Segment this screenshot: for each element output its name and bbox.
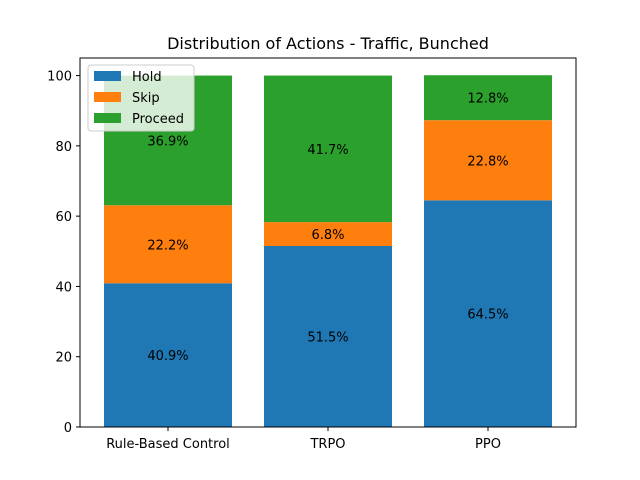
legend-swatch-proceed [94, 113, 121, 123]
bar-skip-2 [264, 222, 392, 247]
legend-label-skip: Skip [132, 91, 160, 106]
legend-label-hold: Hold [132, 70, 162, 85]
data-labels: 40.9% 22.2% 36.9% 51.5% 6.8% 41.7% 64.5% 22.8% 1… [147, 92, 508, 364]
y-tick-label: 60 [55, 210, 72, 225]
legend: Hold Skip Proceed [87, 64, 195, 132]
chart-title: Distribution of Actions - Traffic, Bunch… [167, 34, 489, 53]
bar-hold-1 [104, 283, 232, 427]
data-label-skip-2: 6.8% [311, 228, 344, 243]
bar-hold-2 [264, 246, 392, 427]
data-label-skip-1: 22.2% [147, 238, 188, 253]
data-label-proceed-3: 12.8% [467, 92, 508, 107]
bars [104, 75, 552, 427]
bar-hold-3 [424, 200, 552, 427]
y-tick-label: 0 [64, 421, 72, 436]
bar-proceed-2 [264, 75, 392, 223]
data-label-proceed-2: 41.7% [307, 143, 348, 158]
data-label-hold-1: 40.9% [147, 349, 188, 364]
x-tick-label: PPO [475, 437, 501, 452]
data-label-hold-3: 64.5% [467, 308, 508, 323]
y-tick-label: 100 [47, 70, 72, 85]
x-tick-label: Rule-Based Control [106, 437, 230, 452]
legend-label-proceed: Proceed [132, 112, 184, 127]
data-label-proceed-1: 36.9% [147, 134, 188, 149]
data-label-skip-3: 22.8% [467, 154, 508, 169]
bar-skip-1 [104, 205, 232, 284]
x-tick-label: TRPO [309, 437, 345, 452]
bar-skip-3 [424, 120, 552, 201]
data-label-hold-2: 51.5% [307, 331, 348, 346]
axes: 0 20 40 60 80 100 Rule-Based Control TRPO PPO [47, 57, 577, 452]
y-tick-label: 80 [55, 140, 72, 155]
y-tick-label: 40 [55, 280, 72, 295]
legend-swatch-hold [94, 71, 121, 81]
y-tick-label: 20 [55, 351, 72, 366]
legend-swatch-skip [94, 92, 121, 102]
bar-proceed-3 [424, 75, 552, 121]
